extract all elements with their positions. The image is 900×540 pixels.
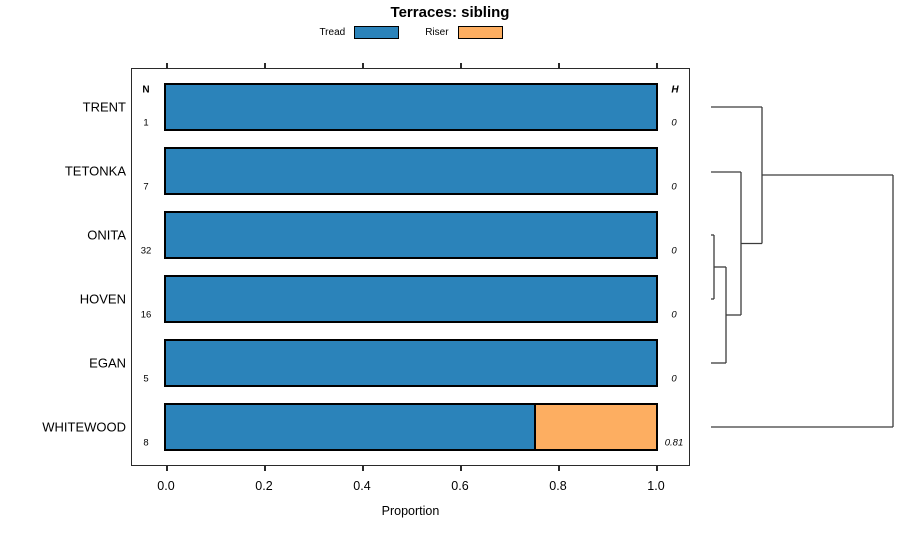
bar-segment-tread [166, 341, 656, 385]
x-axis-tick-bottom [362, 466, 364, 471]
x-axis-tick-bottom [264, 466, 266, 471]
legend-label-tread: Tread [319, 27, 346, 38]
bar-segment-tread [166, 149, 656, 193]
x-axis-tick-label: 0.6 [451, 479, 469, 493]
x-axis-tick-label: 0.8 [549, 479, 567, 493]
x-axis-tick-top [460, 63, 462, 68]
n-value: 8 [143, 437, 149, 449]
category-label: HOVEN [79, 291, 126, 307]
legend-swatch-riser [457, 26, 503, 39]
n-value: 5 [143, 373, 149, 385]
bar-segment-tread [166, 405, 534, 449]
legend-swatch-tread [354, 26, 400, 39]
n-column-header: N [142, 84, 150, 96]
bar-segment-tread [166, 85, 656, 129]
bar-row [164, 211, 658, 259]
n-value: 32 [140, 245, 152, 257]
x-axis-tick-label: 0.0 [157, 479, 175, 493]
category-label: WHITEWOOD [42, 419, 126, 435]
category-label: EGAN [89, 355, 126, 371]
h-value: 0 [671, 309, 677, 321]
x-axis-tick-label: 0.2 [255, 479, 273, 493]
n-value: 16 [140, 309, 152, 321]
h-value: 0 [671, 117, 677, 129]
x-axis-tick-bottom [558, 466, 560, 471]
bar-row [164, 147, 658, 195]
legend-item-riser: Riser [425, 26, 503, 39]
category-label: ONITA [87, 227, 126, 243]
category-label: TETONKA [64, 163, 126, 179]
x-axis-tick-top [166, 63, 168, 68]
h-value: 0 [671, 373, 677, 385]
x-axis-tick-bottom [166, 466, 168, 471]
bar-row [164, 403, 658, 451]
x-axis-title: Proportion [381, 504, 440, 518]
x-axis-tick-top [558, 63, 560, 68]
bar-row [164, 339, 658, 387]
n-value: 7 [143, 181, 149, 193]
x-axis-tick-top [656, 63, 658, 68]
h-value: 0 [671, 245, 677, 257]
x-axis-tick-bottom [460, 466, 462, 471]
legend-label-riser: Riser [425, 27, 449, 38]
legend-item-tread: Tread [319, 26, 400, 39]
x-axis-tick-label: 0.4 [353, 479, 371, 493]
x-axis-tick-bottom [656, 466, 658, 471]
category-label: TRENT [82, 99, 126, 115]
x-axis-tick-label: 1.0 [647, 479, 665, 493]
n-value: 1 [143, 117, 149, 129]
h-value: 0 [671, 181, 677, 193]
bar-row [164, 275, 658, 323]
x-axis-tick-top [264, 63, 266, 68]
legend: Tread Riser [0, 26, 822, 39]
bar-segment-tread [166, 213, 656, 257]
chart-title: Terraces: sibling [390, 4, 510, 21]
h-value: 0.81 [664, 437, 684, 449]
bar-segment-tread [166, 277, 656, 321]
plot-box [131, 68, 690, 466]
bar-row [164, 83, 658, 131]
x-axis-tick-top [362, 63, 364, 68]
h-column-header: H [671, 84, 679, 96]
bar-segment-riser [533, 405, 656, 449]
